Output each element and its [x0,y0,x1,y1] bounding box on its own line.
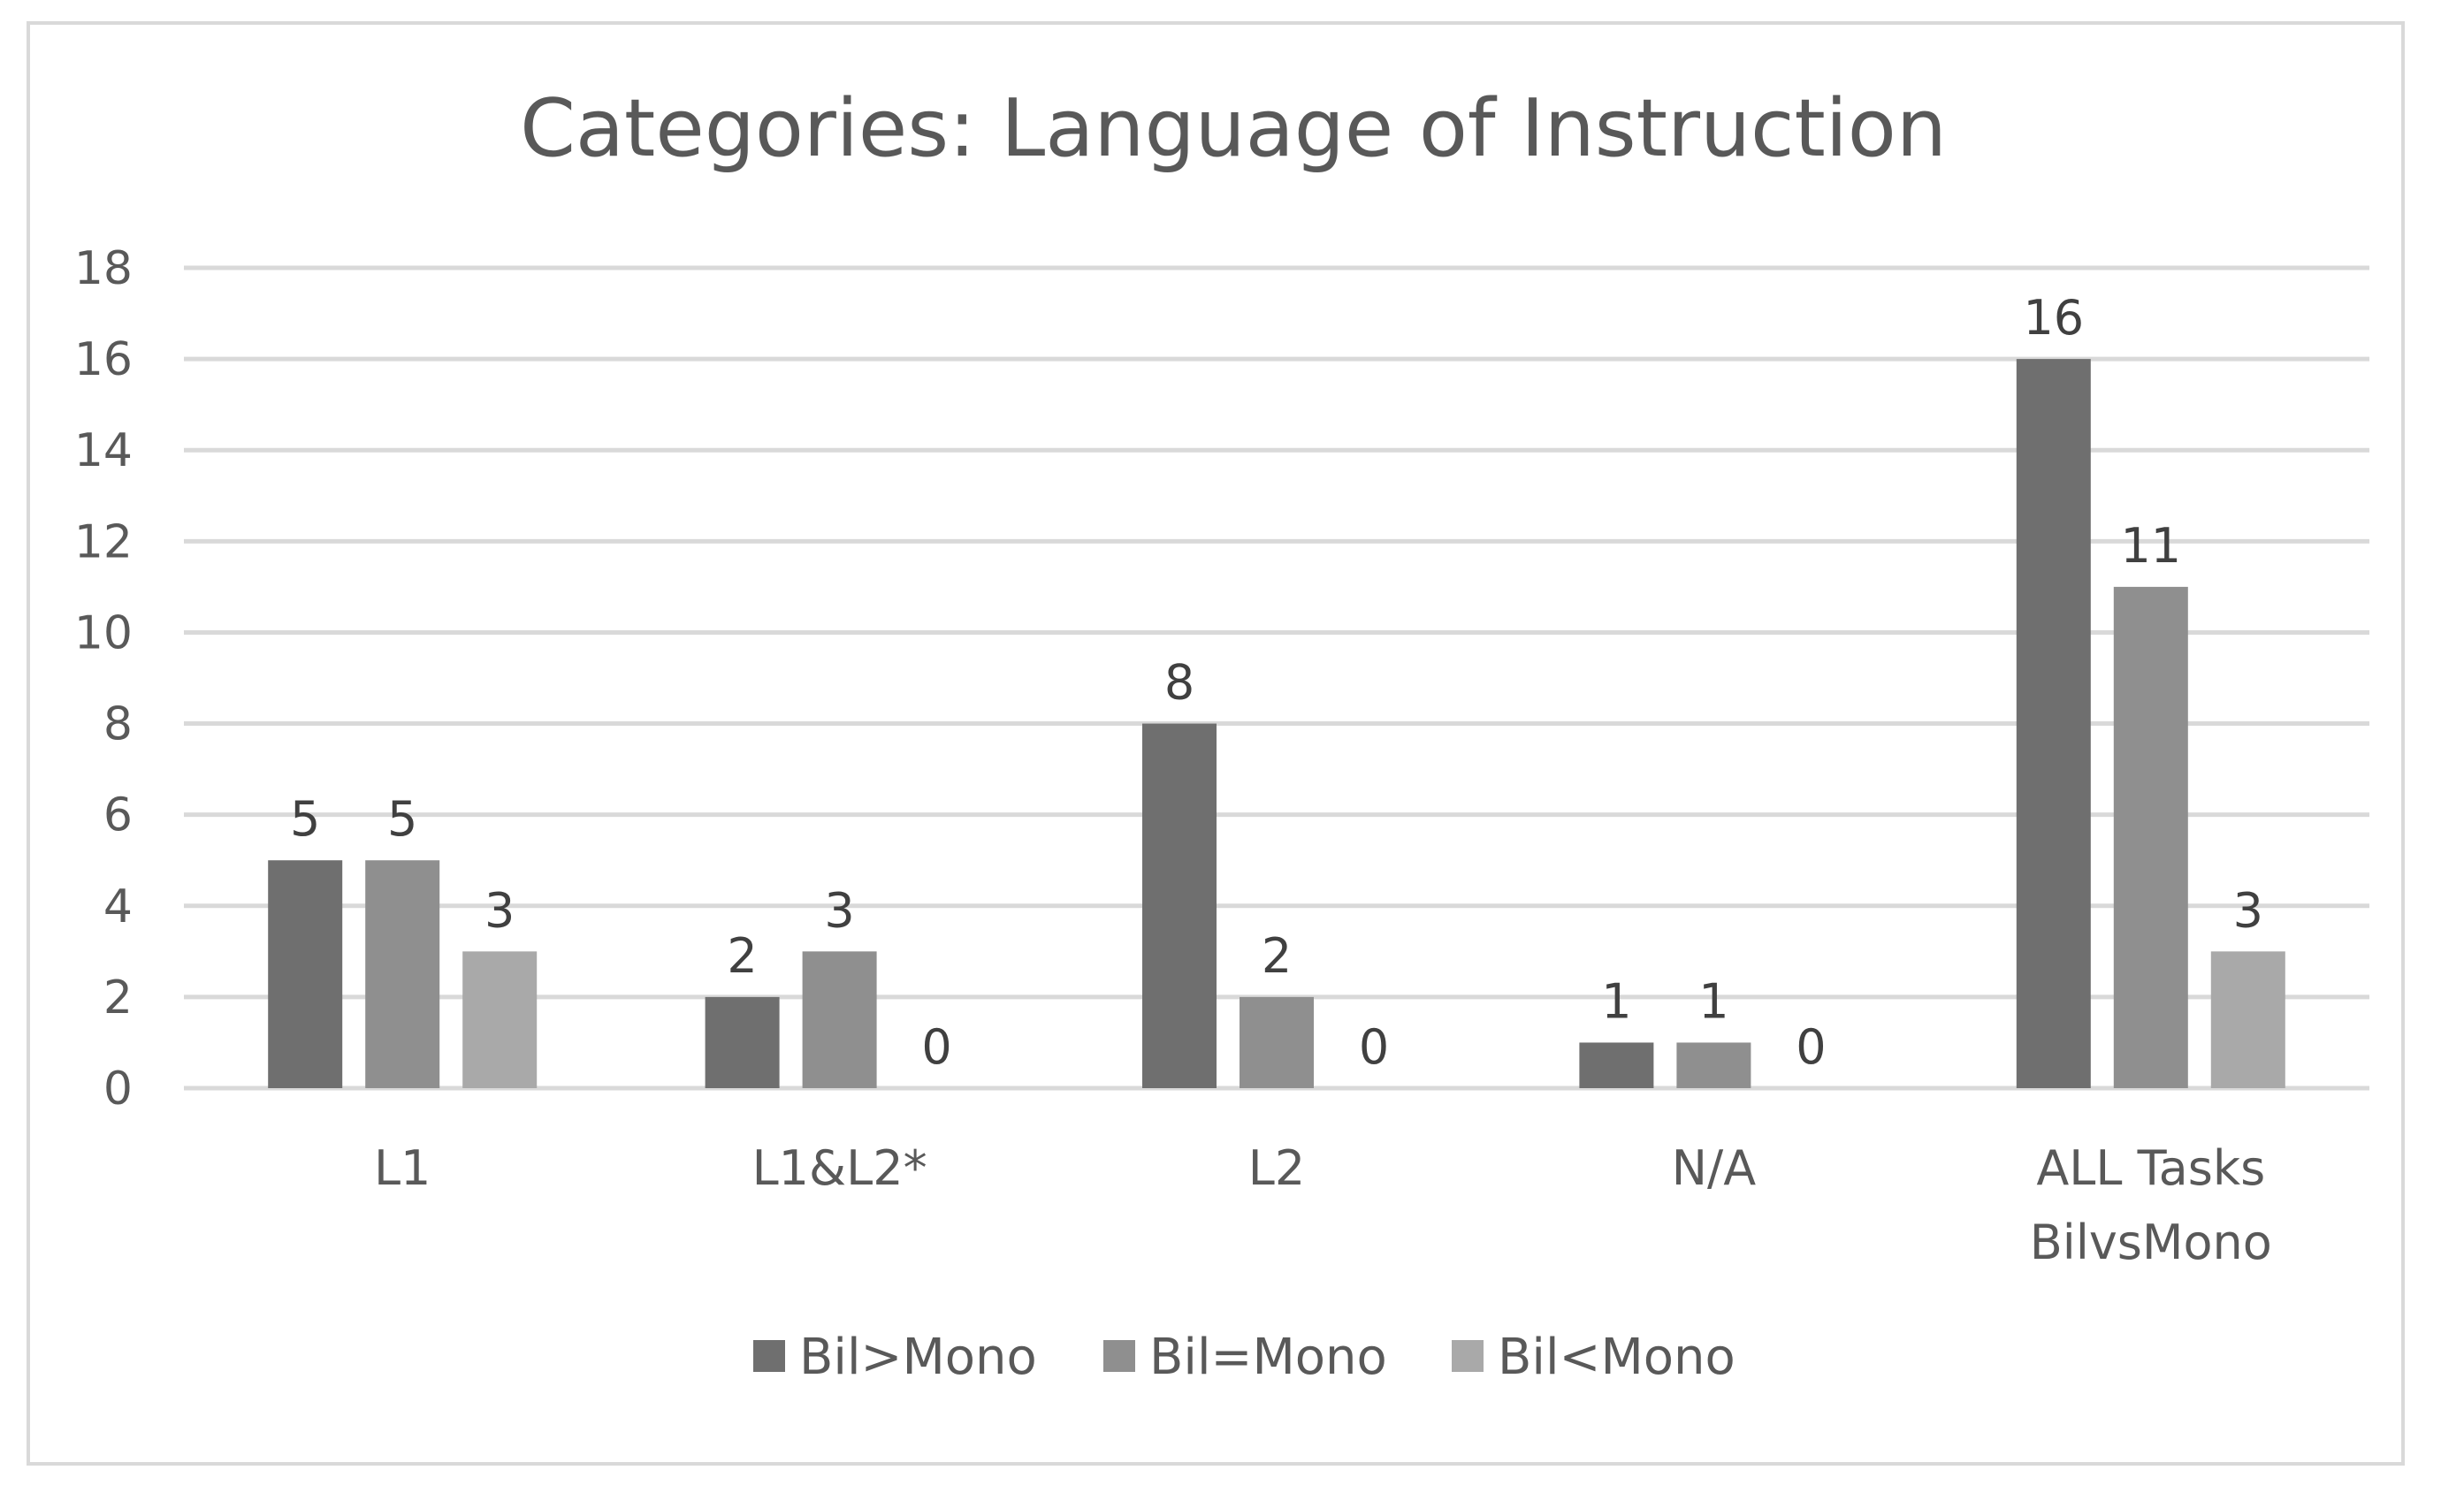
bar [2113,586,2188,1088]
bar [1676,1042,1751,1088]
data-label: 1 [1698,973,1728,1029]
data-label: 2 [727,928,757,984]
data-label: 0 [1359,1019,1389,1075]
data-label: 11 [2120,518,2181,574]
legend: Bil>Mono Bil=Mono Bil<Mono [753,1329,1735,1386]
legend-swatch [1452,1340,1484,1372]
data-label: 3 [2233,882,2263,938]
bar [2016,359,2091,1089]
bar [268,860,343,1088]
bar [1142,723,1217,1088]
data-label: 5 [290,791,320,847]
bar [1240,996,1314,1088]
y-tick-label: 8 [103,698,133,751]
legend-swatch [1103,1340,1135,1372]
x-tick-label: L1&L2* [752,1140,927,1196]
bar [802,951,877,1088]
y-tick-label: 18 [74,242,133,295]
data-label: 0 [921,1019,951,1075]
data-label: 3 [484,882,515,938]
x-tick-label: L1 [374,1140,431,1196]
data-label: 16 [2023,290,2084,346]
legend-label: Bil=Mono [1149,1329,1387,1386]
legend-label: Bil<Mono [1498,1329,1735,1386]
bar [365,860,440,1088]
y-tick-label: 14 [74,424,133,477]
bar [2210,951,2285,1088]
data-label: 0 [1796,1019,1826,1075]
data-label: 1 [1601,973,1631,1029]
data-label: 8 [1164,655,1194,711]
data-label: 2 [1262,928,1292,984]
x-tick-label: N/A [1672,1140,1757,1196]
bar [462,951,538,1088]
gridlines [184,265,2369,1091]
legend-label: Bil>Mono [799,1329,1037,1386]
y-tick-label: 4 [103,880,133,933]
x-tick-label: BilvsMono [2030,1215,2272,1270]
chart-title: Categories: Language of Instruction [520,82,1947,175]
y-tick-label: 2 [103,971,133,1025]
data-label: 5 [387,791,417,847]
bar [1579,1042,1654,1088]
bars [268,359,2285,1089]
y-tick-label: 16 [74,333,133,386]
x-axis-categories: L1 L1&L2* L2 N/A ALL Tasks BilvsMono [374,1140,2272,1270]
y-tick-label: 10 [74,606,133,659]
x-tick-label: ALL Tasks [2036,1140,2265,1196]
bar [705,996,780,1088]
legend-swatch [753,1340,785,1372]
y-tick-label: 12 [74,515,133,568]
y-tick-label: 6 [103,789,133,842]
data-label: 3 [824,882,854,938]
y-axis-ticks: 0 2 4 6 8 10 12 14 16 18 [74,242,133,1116]
x-tick-label: L2 [1248,1140,1305,1196]
y-tick-label: 0 [103,1063,133,1116]
